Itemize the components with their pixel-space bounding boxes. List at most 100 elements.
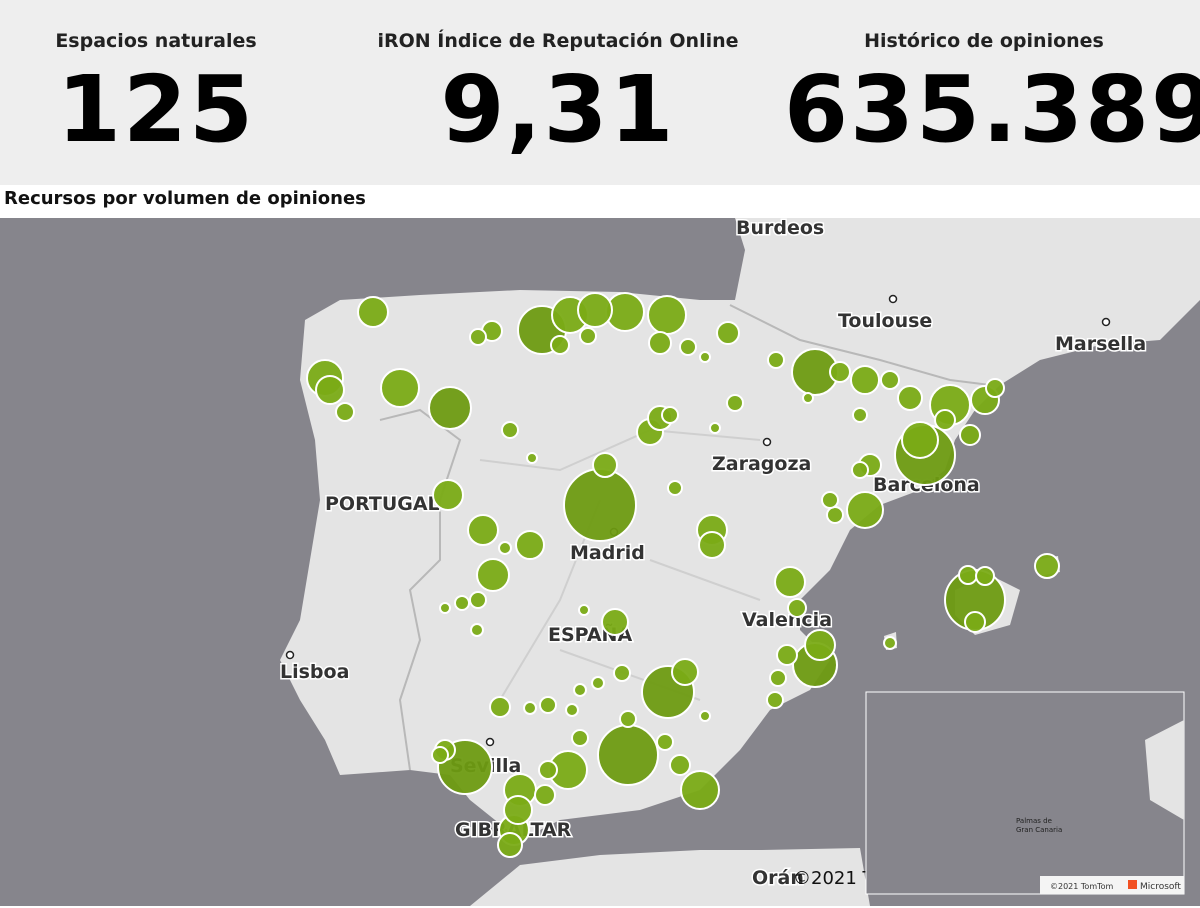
bubble <box>578 604 590 616</box>
bubble <box>432 479 464 511</box>
kpi-label: Espacios naturales <box>55 30 257 52</box>
bubble <box>667 480 683 496</box>
kpi-label: Histórico de opiniones <box>864 30 1104 52</box>
road <box>479 428 761 701</box>
bubble <box>716 321 740 345</box>
bubble <box>489 696 511 718</box>
bubble <box>565 703 579 717</box>
bubble <box>1034 553 1060 579</box>
bubble <box>680 770 720 810</box>
bubble <box>787 598 807 618</box>
bubble <box>613 664 631 682</box>
bubble <box>669 754 691 776</box>
inset-label: Gran Canaria <box>1016 826 1062 834</box>
bubble <box>804 629 836 661</box>
bubble <box>454 595 470 611</box>
bubble <box>571 729 589 747</box>
land <box>1145 720 1184 820</box>
bubble <box>802 392 814 404</box>
bubble <box>851 461 869 479</box>
bubble <box>880 370 900 390</box>
bubble <box>563 468 637 542</box>
bubble <box>821 491 839 509</box>
kpi-band: Espacios naturales 125 iRON Índice de Rep… <box>0 0 1200 185</box>
inset-label: Palmas de <box>1016 817 1052 825</box>
place-label: Valencia <box>742 609 832 631</box>
bubble <box>901 421 939 459</box>
place-label: Toulouse <box>838 310 932 332</box>
kpi-value: 125 <box>56 56 256 163</box>
place-dot <box>285 650 295 660</box>
bubble <box>959 424 981 446</box>
bubble <box>498 541 512 555</box>
bubble <box>846 491 884 529</box>
bubble <box>534 784 556 806</box>
bubble <box>964 611 986 633</box>
bubble <box>523 701 537 715</box>
bubble <box>380 368 420 408</box>
bubble <box>592 452 618 478</box>
kpi-card: iRON Índice de Reputación Online 9,31 <box>358 0 758 160</box>
bubble <box>850 365 880 395</box>
place-label: Marsella <box>1055 333 1146 355</box>
bubble <box>619 710 637 728</box>
place-dot <box>762 437 772 447</box>
kpi-value: 635.389 <box>784 56 1200 163</box>
bubble <box>579 327 597 345</box>
bubble <box>497 832 523 858</box>
kpi-value: 9,31 <box>440 56 676 163</box>
bubble <box>975 566 995 586</box>
bubble <box>315 375 345 405</box>
bubble <box>550 335 570 355</box>
place-label: Lisboa <box>280 661 349 683</box>
bubble <box>539 696 557 714</box>
bubble <box>470 623 484 637</box>
bubble <box>671 658 699 686</box>
bubble <box>428 386 472 430</box>
bubble <box>469 328 487 346</box>
bubble <box>501 421 519 439</box>
bubble <box>829 361 851 383</box>
bubble <box>526 452 538 464</box>
bubble <box>476 558 510 592</box>
inset: Palmas de Gran Canaria ©2021 TomTom Micr… <box>865 691 1185 895</box>
place-label: Zaragoza <box>712 453 811 475</box>
bubble <box>726 394 744 412</box>
bubble <box>767 351 785 369</box>
bubble <box>766 691 784 709</box>
kpi-card: Histórico de opiniones 635.389 <box>784 0 1200 163</box>
bubble <box>647 295 687 335</box>
bubble <box>591 676 605 690</box>
bubble <box>601 608 629 636</box>
bubble <box>467 514 499 546</box>
bubbles <box>306 292 1175 858</box>
place-dot <box>888 294 898 304</box>
bubble <box>985 378 1005 398</box>
land <box>470 848 870 906</box>
bubble <box>958 565 978 585</box>
inset-frame <box>865 691 1185 895</box>
bubble <box>335 402 355 422</box>
place-dot <box>485 737 495 747</box>
kpi-card: Espacios naturales 125 <box>0 0 356 160</box>
bubble <box>577 292 613 328</box>
bubble <box>538 760 558 780</box>
attribution-bar <box>1040 876 1184 894</box>
bubble <box>431 746 449 764</box>
bubble <box>934 409 956 431</box>
bubble <box>503 795 533 825</box>
bubble <box>826 506 844 524</box>
bubble <box>515 530 545 560</box>
bubble <box>357 296 389 328</box>
place-dot <box>1101 317 1111 327</box>
map-title: Recursos por volumen de opiniones <box>4 188 366 209</box>
bubble <box>469 591 487 609</box>
bubble <box>699 351 711 363</box>
inset-copyright: ©2021 TomTom <box>1050 882 1114 891</box>
bubble <box>769 669 787 687</box>
bubble <box>679 338 697 356</box>
bubble <box>573 683 587 697</box>
bubble <box>776 644 798 666</box>
bubble <box>597 724 659 786</box>
